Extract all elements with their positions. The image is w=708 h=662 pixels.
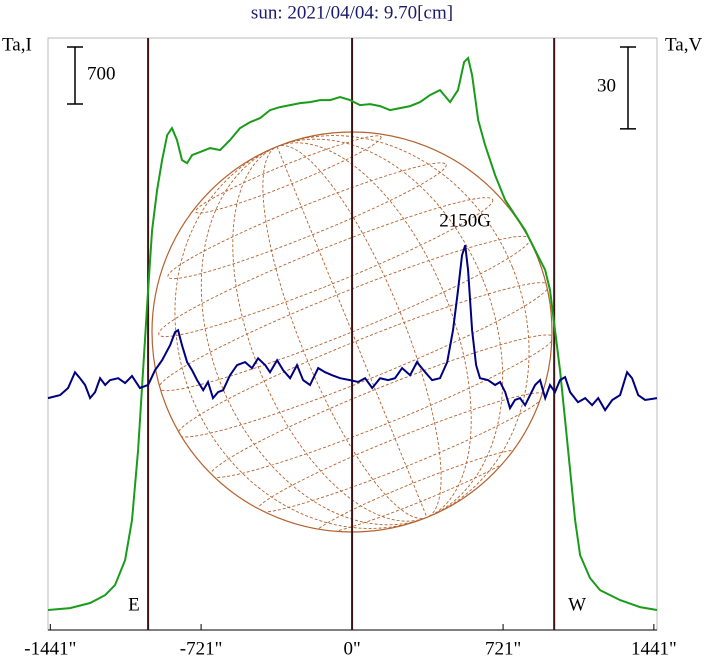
chart-title: sun: 2021/04/04: 9.70[cm] xyxy=(251,2,453,23)
series-line xyxy=(47,56,658,611)
x-tick-label: -1441" xyxy=(24,638,76,659)
scale-label: 30 xyxy=(597,75,616,96)
limb-label: E xyxy=(128,594,140,615)
x-tick-label: 0" xyxy=(343,638,360,659)
x-tick-label: 721" xyxy=(485,638,521,659)
y-axis-label: Ta,I xyxy=(2,34,32,55)
y2-axis-label: Ta,V xyxy=(665,34,702,55)
scale-label: 700 xyxy=(87,63,116,84)
annotation: 2150G xyxy=(439,210,491,231)
limb-label: W xyxy=(568,594,586,615)
series-line xyxy=(47,244,658,412)
x-tick-label: -721" xyxy=(180,638,223,659)
x-tick-label: 1441" xyxy=(631,638,677,659)
